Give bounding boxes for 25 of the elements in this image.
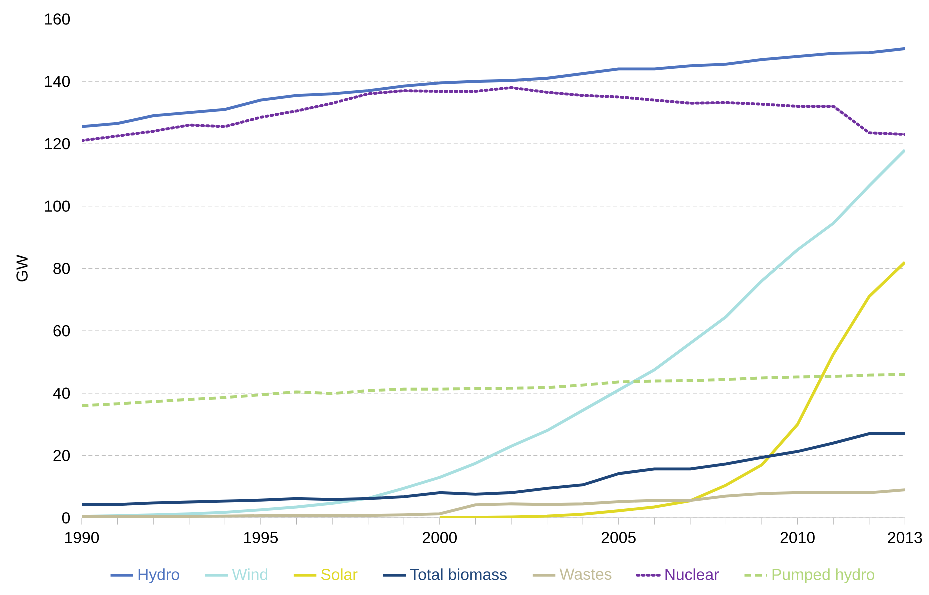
- x-tick-label: 1990: [66, 532, 100, 544]
- legend-label: Total biomass: [410, 568, 507, 580]
- line-series: [438, 261, 906, 518]
- legend-label: Wastes: [560, 568, 612, 580]
- x-tick-label: 1995: [244, 532, 278, 544]
- y-tick-label: 80: [54, 263, 70, 274]
- x-tick-label: 2005: [602, 532, 636, 544]
- x-tick-label: 2000: [422, 532, 458, 544]
- line-series: [82, 432, 906, 506]
- legend-label: Pumped hydro: [772, 568, 875, 584]
- y-tick-label: 100: [45, 200, 70, 212]
- y-tick-label: 120: [45, 138, 70, 150]
- y-tick-label: 40: [53, 388, 70, 400]
- y-tick-label: 140: [45, 76, 70, 88]
- x-tick-label: 2013: [888, 532, 922, 544]
- legend-label: Nuclear: [666, 568, 720, 580]
- legend-label: Solar: [321, 568, 358, 580]
- y-axis-title: GW: [16, 255, 28, 282]
- y-tick-label: 60: [54, 325, 70, 337]
- y-tick-label: 0: [62, 512, 70, 524]
- x-tick-label: 2010: [780, 532, 815, 544]
- y-tick-label: 20: [54, 450, 70, 462]
- legend-label: Wind: [232, 568, 268, 580]
- y-tick-label: 160: [45, 14, 70, 25]
- legend-label: Hydro: [138, 568, 180, 584]
